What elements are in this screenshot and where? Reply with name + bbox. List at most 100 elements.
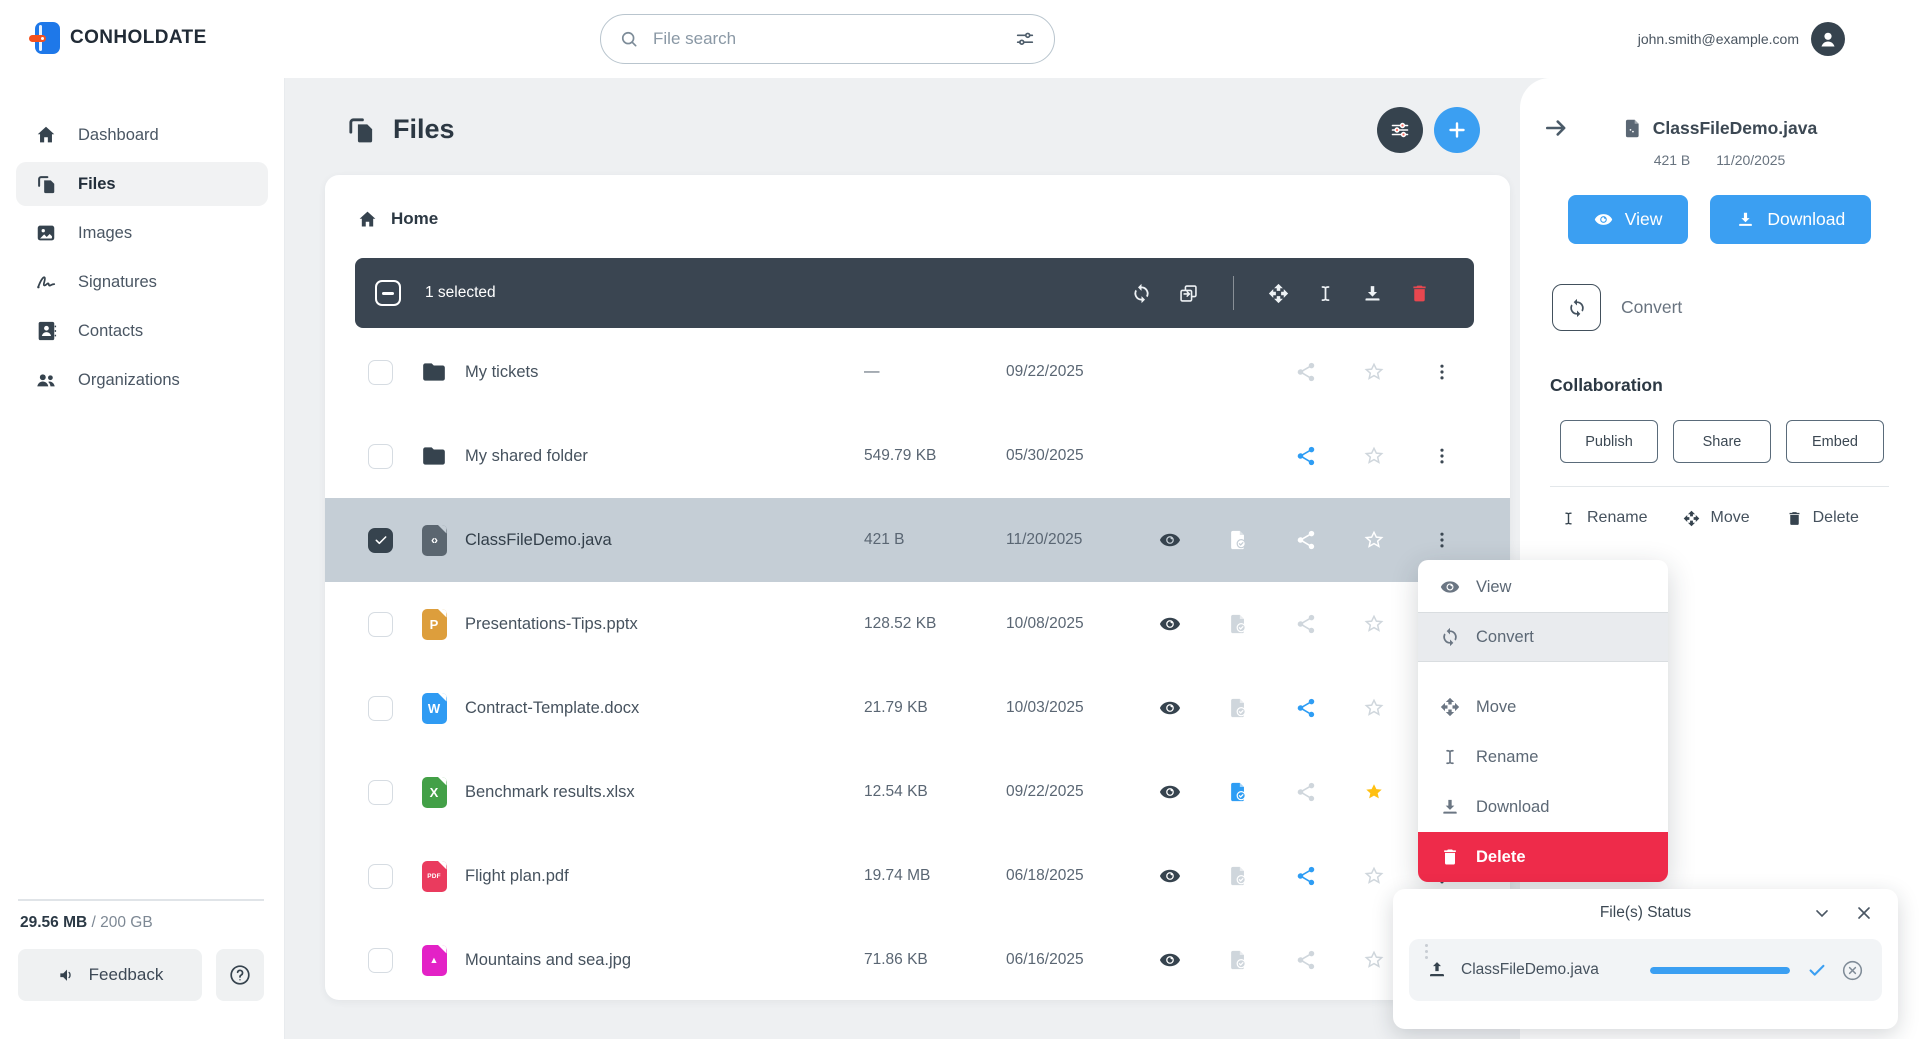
table-row[interactable]: My tickets — 09/22/2025 — [325, 330, 1510, 414]
kebab-icon[interactable] — [1432, 530, 1452, 550]
file-name-cell[interactable]: P Presentations-Tips.pptx — [421, 608, 856, 640]
share-icon[interactable] — [1295, 697, 1317, 719]
view-button[interactable]: View — [1567, 195, 1689, 244]
search-filter-icon[interactable] — [1014, 28, 1036, 50]
table-row[interactable]: PDF Flight plan.pdf 19.74 MB 06/18/2025 — [325, 834, 1510, 918]
file-name-cell[interactable]: My shared folder — [421, 443, 856, 469]
plus-icon — [1445, 118, 1469, 142]
row-checkbox[interactable] — [368, 695, 393, 721]
share-icon[interactable] — [1295, 445, 1317, 467]
download-button[interactable]: Download — [1710, 195, 1872, 244]
embed-button[interactable]: Embed — [1786, 420, 1884, 463]
share-icon[interactable] — [1295, 529, 1317, 551]
file-name-cell[interactable]: X Benchmark results.xlsx — [421, 776, 856, 808]
share-button[interactable]: Share — [1673, 420, 1771, 463]
sidebar-item-dashboard[interactable]: Dashboard — [16, 113, 268, 157]
file-converted-icon[interactable] — [1227, 529, 1249, 551]
row-checkbox[interactable] — [368, 611, 393, 637]
avatar[interactable] — [1811, 22, 1845, 56]
file-converted-icon[interactable] — [1227, 949, 1249, 971]
eye-icon[interactable] — [1159, 781, 1181, 803]
toolbar-trash-icon[interactable] — [1409, 283, 1430, 304]
breadcrumb[interactable]: Home — [325, 175, 1510, 237]
row-checkbox[interactable] — [368, 779, 393, 805]
kebab-icon[interactable] — [1432, 446, 1452, 466]
file-name-cell[interactable]: ▲ Mountains and sea.jpg — [421, 944, 856, 976]
file-name-cell[interactable]: ‹› ClassFileDemo.java — [421, 524, 856, 556]
star-icon[interactable] — [1363, 613, 1385, 635]
share-icon[interactable] — [1295, 865, 1317, 887]
context-menu-item-download[interactable]: Download — [1418, 782, 1668, 832]
toolbar-download-icon[interactable] — [1362, 283, 1383, 304]
sidebar-item-files[interactable]: Files — [16, 162, 268, 206]
toolbar-rename-icon[interactable] — [1315, 283, 1336, 304]
eye-icon[interactable] — [1159, 529, 1181, 551]
file-converted-icon[interactable] — [1227, 865, 1249, 887]
context-menu-item-delete[interactable]: Delete — [1418, 832, 1668, 882]
star-icon[interactable] — [1363, 361, 1385, 383]
row-checkbox[interactable] — [368, 947, 393, 973]
table-row[interactable]: W Contract-Template.docx 21.79 KB 10/03/… — [325, 666, 1510, 750]
row-checkbox[interactable] — [368, 527, 393, 553]
context-menu-item-move[interactable]: Move — [1418, 682, 1668, 732]
table-row[interactable]: X Benchmark results.xlsx 12.54 KB 09/22/… — [325, 750, 1510, 834]
select-all-checkbox[interactable] — [375, 280, 401, 306]
sidebar-item-organizations[interactable]: Organizations — [16, 358, 268, 402]
star-icon[interactable] — [1363, 865, 1385, 887]
chevron-down-icon[interactable] — [1812, 903, 1832, 923]
cancel-icon[interactable] — [1841, 959, 1864, 982]
file-converted-icon[interactable] — [1227, 697, 1249, 719]
star-icon[interactable] — [1363, 781, 1385, 803]
eye-icon[interactable] — [1159, 613, 1181, 635]
publish-button[interactable]: Publish — [1560, 420, 1658, 463]
file-converted-icon[interactable] — [1227, 613, 1249, 635]
row-checkbox[interactable] — [368, 359, 393, 385]
share-icon[interactable] — [1295, 949, 1317, 971]
search-input[interactable] — [653, 29, 1014, 49]
collapse-panel-arrow-icon[interactable] — [1542, 114, 1570, 142]
quick-action-delete[interactable]: Delete — [1786, 509, 1859, 527]
row-checkbox[interactable] — [368, 863, 393, 889]
row-checkbox[interactable] — [368, 443, 393, 469]
toolbar-sync-icon[interactable] — [1131, 283, 1152, 304]
star-icon[interactable] — [1363, 529, 1385, 551]
share-icon[interactable] — [1295, 361, 1317, 383]
star-icon[interactable] — [1363, 697, 1385, 719]
close-icon[interactable] — [1854, 903, 1874, 923]
star-icon[interactable] — [1363, 949, 1385, 971]
view-settings-button[interactable] — [1377, 106, 1423, 153]
share-icon[interactable] — [1295, 613, 1317, 635]
context-menu-item-view[interactable]: View — [1418, 562, 1668, 612]
eye-icon[interactable] — [1159, 865, 1181, 887]
context-menu-item-convert[interactable]: Convert — [1418, 612, 1668, 662]
file-name-cell[interactable]: My tickets — [421, 359, 856, 385]
quick-action-rename[interactable]: Rename — [1560, 509, 1647, 527]
share-icon[interactable] — [1295, 781, 1317, 803]
table-row[interactable]: P Presentations-Tips.pptx 128.52 KB 10/0… — [325, 582, 1510, 666]
file-date: 10/08/2025 — [1006, 615, 1084, 632]
toolbar-move-icon[interactable] — [1268, 283, 1289, 304]
table-row[interactable]: ▲ Mountains and sea.jpg 71.86 KB 06/16/2… — [325, 918, 1510, 1000]
file-name-cell[interactable]: W Contract-Template.docx — [421, 692, 856, 724]
quick-action-move[interactable]: Move — [1683, 509, 1750, 527]
star-icon[interactable] — [1363, 445, 1385, 467]
eye-icon[interactable] — [1159, 949, 1181, 971]
table-row[interactable]: My shared folder 549.79 KB 05/30/2025 — [325, 414, 1510, 498]
table-row[interactable]: ‹› ClassFileDemo.java 421 B 11/20/2025 — [325, 498, 1510, 582]
add-file-button[interactable] — [1434, 106, 1480, 153]
eye-icon[interactable] — [1159, 697, 1181, 719]
sidebar-item-signatures[interactable]: Signatures — [16, 260, 268, 304]
kebab-icon[interactable] — [1432, 362, 1452, 382]
search-bar[interactable] — [600, 14, 1055, 64]
sidebar-item-contacts[interactable]: Contacts — [16, 309, 268, 353]
file-converted-icon[interactable] — [1227, 781, 1249, 803]
context-menu-item-rename[interactable]: Rename — [1418, 732, 1668, 782]
convert-button[interactable] — [1552, 284, 1601, 331]
sidebar-item-images[interactable]: Images — [16, 211, 268, 255]
brand-logo[interactable]: CONHOLDATE — [29, 22, 207, 54]
sidebar-bottom: 29.56 MB / 200 GB Feedback — [18, 899, 264, 1001]
toolbar-merge-icon[interactable] — [1178, 283, 1199, 304]
file-name-cell[interactable]: PDF Flight plan.pdf — [421, 860, 856, 892]
help-button[interactable] — [216, 949, 264, 1001]
feedback-button[interactable]: Feedback — [18, 949, 202, 1001]
